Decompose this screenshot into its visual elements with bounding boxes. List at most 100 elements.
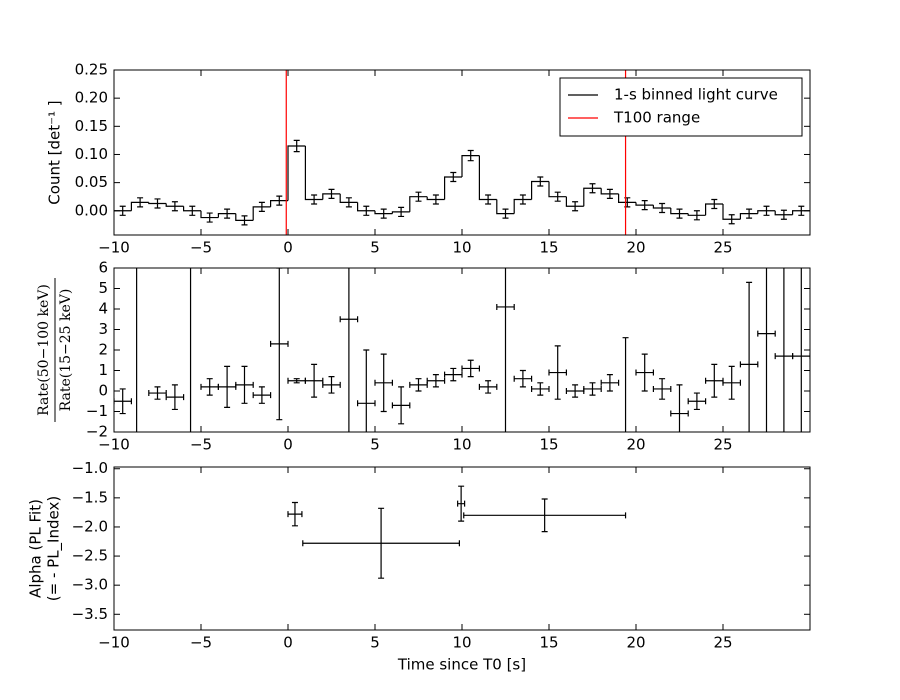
error-bar: [339, 268, 359, 432]
step-segment: [757, 210, 776, 214]
error-bar: [171, 201, 178, 212]
error-bar: [798, 205, 805, 216]
x-tick-label: 15: [539, 634, 558, 652]
step-segment: [444, 176, 462, 200]
y-tick-label: −3.0: [72, 576, 108, 594]
step-segment: [287, 145, 306, 201]
error-bar: [687, 392, 707, 411]
y-tick-label: −1.5: [72, 488, 108, 506]
x-tick-label: 0: [283, 436, 293, 454]
error-bar: [217, 365, 237, 408]
error-bar: [478, 380, 498, 394]
error-bar: [287, 377, 306, 384]
step-segment: [531, 180, 549, 200]
step-segment: [391, 211, 410, 214]
error-bar: [391, 386, 411, 425]
error-bar: [450, 171, 457, 183]
x-tick-label: −10: [98, 239, 130, 257]
step-segment: [705, 203, 723, 216]
error-bar: [287, 501, 303, 527]
error-bar: [444, 367, 463, 382]
error-bar: [519, 194, 526, 205]
error-bar: [463, 498, 627, 533]
error-bar: [345, 197, 352, 208]
y-tick-label: 3: [98, 320, 108, 338]
legend-label: T100 range: [613, 109, 700, 127]
x-tick-label: −5: [190, 436, 212, 454]
x-tick-label: 10: [452, 239, 471, 257]
error-bar: [693, 210, 700, 221]
y-tick-label: −2.5: [72, 547, 108, 565]
step-segment: [687, 213, 706, 216]
x-tick-label: 10: [452, 634, 471, 652]
x-tick-label: 25: [713, 634, 732, 652]
step-segment: [200, 210, 219, 219]
error-bar: [311, 194, 318, 205]
x-tick-label: −5: [190, 239, 212, 257]
error-bar: [572, 201, 579, 212]
x-tick-label: 5: [370, 436, 380, 454]
error-bar: [635, 353, 654, 392]
error-bar: [114, 388, 132, 415]
y-tick-label: 0: [98, 382, 108, 400]
error-bar: [235, 365, 254, 404]
y-tick-label: 0.20: [75, 89, 108, 107]
error-bar: [641, 200, 648, 211]
error-bar: [137, 197, 144, 208]
error-bar: [502, 208, 509, 219]
y-axis-label: Alpha (PL Fit): [27, 499, 45, 598]
step-segment: [339, 193, 358, 203]
y-tick-label: 6: [98, 259, 108, 277]
error-bar: [606, 188, 613, 199]
y-tick-label: 0.05: [75, 173, 108, 191]
plot-area: [287, 485, 627, 579]
x-tick-label: 0: [283, 239, 293, 257]
x-tick-label: −10: [98, 634, 130, 652]
error-bar: [426, 374, 446, 388]
step-segment: [409, 196, 428, 212]
step-segment: [670, 207, 689, 215]
x-axis-label: Time since T0 [s]: [397, 656, 526, 674]
plot-area: [114, 268, 810, 432]
error-bar: [757, 268, 776, 432]
x-tick-label: 5: [370, 634, 380, 652]
error-bar: [554, 191, 561, 202]
step-segment: [426, 196, 445, 201]
error-bar: [276, 195, 283, 206]
plot-area: [114, 70, 810, 235]
y-tick-label: 0.25: [75, 61, 108, 79]
y-tick-label: 5: [98, 279, 108, 297]
error-bar: [537, 176, 544, 187]
error-bar: [322, 376, 341, 394]
panel: −10 −5 0 5 10 15 20 25 0.00 0.05 0.10 0.15 0.20 0.25 1…: [46, 61, 811, 257]
error-bar: [461, 359, 480, 378]
error-bar: [293, 139, 300, 153]
error-bar: [304, 363, 324, 398]
error-bar: [148, 386, 167, 400]
x-tick-label: −10: [98, 436, 130, 454]
error-bar: [652, 378, 672, 400]
step-segment: [565, 196, 584, 207]
step-segment: [496, 199, 515, 215]
error-bar: [763, 205, 770, 216]
y-axis-label: Rate(50−100 keV) Rate(15−25 keV): [36, 278, 74, 422]
y-tick-label: −1.0: [72, 459, 108, 477]
step-segment: [183, 206, 201, 212]
step-segment: [165, 203, 184, 207]
step-segment: [252, 206, 271, 221]
y-axis-label: (= - PL_Index): [45, 496, 64, 601]
error-bar: [357, 349, 376, 432]
step-segment: [618, 193, 636, 203]
x-tick-label: 15: [539, 436, 558, 454]
step-segment: [739, 213, 758, 220]
error-bar: [565, 384, 585, 398]
error-bar: [270, 268, 289, 421]
error-bar: [467, 149, 474, 162]
error-bar: [746, 208, 753, 219]
step-segment: [722, 204, 741, 220]
error-bar: [363, 205, 370, 216]
error-bar: [154, 198, 161, 209]
step-segment: [130, 201, 149, 211]
error-bar: [241, 215, 248, 226]
y-axis-label-denominator: Rate(15−25 keV): [58, 289, 74, 412]
